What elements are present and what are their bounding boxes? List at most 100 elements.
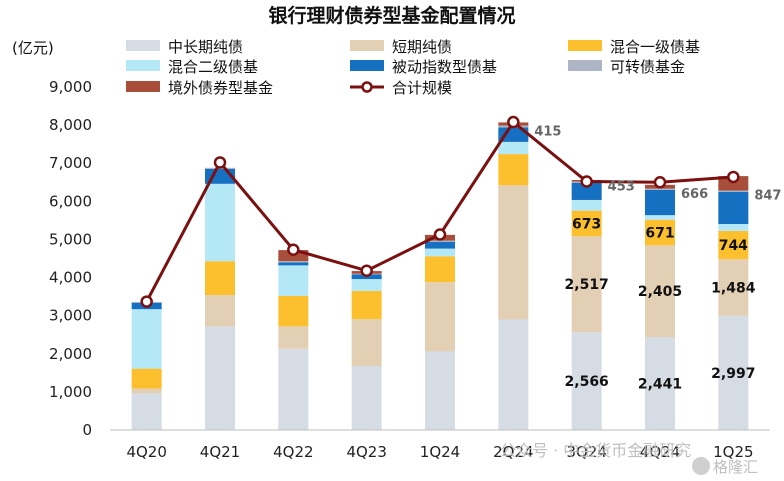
- legend-swatch: [568, 40, 602, 51]
- total-line-point: [433, 228, 447, 241]
- legend-label: 可转债基金: [610, 58, 685, 76]
- bar-segment: [498, 185, 529, 320]
- bar-segment: [205, 183, 235, 262]
- legend-swatch: [350, 60, 384, 71]
- x-tick-label: 1Q25: [713, 443, 753, 461]
- bar-segment: [278, 295, 309, 327]
- bar-segment: [645, 219, 675, 246]
- data-label: 1,484: [711, 281, 756, 297]
- bar-segment: [278, 326, 309, 349]
- watermark: 公众号 · 中金货币金融研究: [500, 441, 691, 460]
- x-tick-label: 4Q22: [273, 443, 313, 461]
- y-tick-label: 7,000: [49, 154, 92, 172]
- data-label: 671: [645, 226, 674, 242]
- legend-swatch-marker: [361, 81, 373, 93]
- logo-mark: [692, 457, 710, 475]
- x-tick-label: 4Q20: [126, 443, 166, 461]
- legend-label: 被动指数型债基: [392, 58, 497, 76]
- logo-text: 格隆汇: [713, 458, 758, 476]
- y-tick-label: 5,000: [49, 230, 92, 248]
- bar-segment: [278, 265, 309, 296]
- bar-segment: [718, 230, 749, 260]
- total-line-point: [653, 176, 667, 189]
- data-label: 673: [572, 216, 601, 232]
- bar-segment: [131, 368, 162, 389]
- total-line-layer: [140, 115, 740, 308]
- data-label: 2,517: [565, 277, 609, 293]
- legend-swatch: [126, 40, 160, 51]
- bar-segment: [278, 348, 309, 430]
- bar-segment: [498, 319, 529, 430]
- data-label: 666: [681, 187, 708, 202]
- bar-segment: [351, 365, 382, 430]
- bar-segment: [571, 182, 602, 200]
- chart-title: 银行理财债券型基金配置情况: [268, 4, 515, 27]
- y-tick-label: 0: [82, 421, 92, 439]
- total-line-point: [580, 175, 593, 188]
- bar-segment: [718, 224, 749, 231]
- x-tick-label: 4Q24: [640, 443, 680, 461]
- legend-swatch: [126, 81, 160, 92]
- bar-segment: [351, 319, 382, 366]
- y-tick-label: 9,000: [49, 78, 92, 96]
- bar-segment: [205, 326, 235, 430]
- bar-segment: [645, 188, 675, 190]
- bar-segment: [205, 261, 235, 296]
- data-label: 415: [534, 124, 561, 139]
- bar-segment: [571, 236, 602, 333]
- total-line-point: [507, 115, 520, 129]
- legend-label: 合计规模: [392, 79, 452, 97]
- total-line-point: [727, 170, 740, 184]
- y-tick-label: 8,000: [49, 116, 92, 134]
- y-tick-label: 1,000: [49, 383, 92, 401]
- bar-segment: [645, 189, 675, 216]
- legend-swatch: [568, 60, 602, 71]
- x-tick-label: 2Q24: [493, 443, 533, 461]
- bar-segment: [131, 388, 162, 394]
- bar-segment: [645, 245, 675, 337]
- total-line-point: [360, 264, 373, 277]
- logo: 格隆汇: [692, 457, 758, 476]
- x-tick-label: 4Q23: [346, 443, 386, 461]
- data-label: 453: [608, 180, 635, 195]
- data-label: 2,405: [638, 284, 682, 300]
- data-labels: 415 2,566 2,517 673 453 2,441 2,405 671 666 2,997…: [534, 124, 781, 392]
- data-label: 847: [754, 189, 781, 204]
- bar-segment: [571, 210, 602, 237]
- x-tick-label: 4Q21: [200, 443, 240, 461]
- total-line-point: [140, 295, 153, 308]
- legend-label: 混合二级债基: [168, 58, 258, 76]
- bar-segment: [718, 190, 749, 192]
- bar-segment: [425, 240, 455, 242]
- bar-segment: [425, 282, 455, 352]
- x-tick-label: 1Q24: [420, 443, 460, 461]
- legend-label: 境外债券型基金: [168, 79, 273, 97]
- y-tick-label: 6,000: [49, 192, 92, 210]
- bar-segment: [278, 261, 309, 263]
- bars: [131, 122, 749, 430]
- legend-label: 混合一级债基: [610, 38, 700, 56]
- bar-segment: [351, 290, 382, 320]
- bar-segment: [718, 176, 749, 191]
- legend-label: 中长期纯债: [168, 38, 243, 56]
- bar-segment: [718, 259, 749, 316]
- bar-segment: [718, 315, 749, 430]
- x-tick-label: 3Q24: [566, 443, 606, 461]
- bar-segment: [278, 262, 309, 266]
- y-tick-label: 2,000: [49, 345, 92, 363]
- y-axis: 0 1,000 2,000 3,000 4,000 5,000 6,000 7,000 8,00…: [49, 78, 92, 439]
- unit-label: (亿元): [12, 39, 54, 57]
- bar-segment: [205, 295, 235, 327]
- x-axis: 4Q20 4Q21 4Q22 4Q23 1Q24 2Q24 3Q24 4Q24 1Q25: [110, 429, 770, 461]
- data-label: 2,997: [711, 366, 755, 382]
- bar-segment: [645, 215, 675, 220]
- y-tick-label: 3,000: [49, 307, 92, 325]
- bar-segment: [425, 241, 455, 249]
- y-tick-label: 4,000: [49, 269, 92, 287]
- bar-segment: [498, 141, 529, 155]
- bar-segment: [645, 336, 675, 430]
- data-label: 2,441: [638, 376, 682, 392]
- bar-segment: [425, 256, 455, 283]
- bar-segment: [351, 279, 382, 291]
- bar-segment: [131, 393, 162, 430]
